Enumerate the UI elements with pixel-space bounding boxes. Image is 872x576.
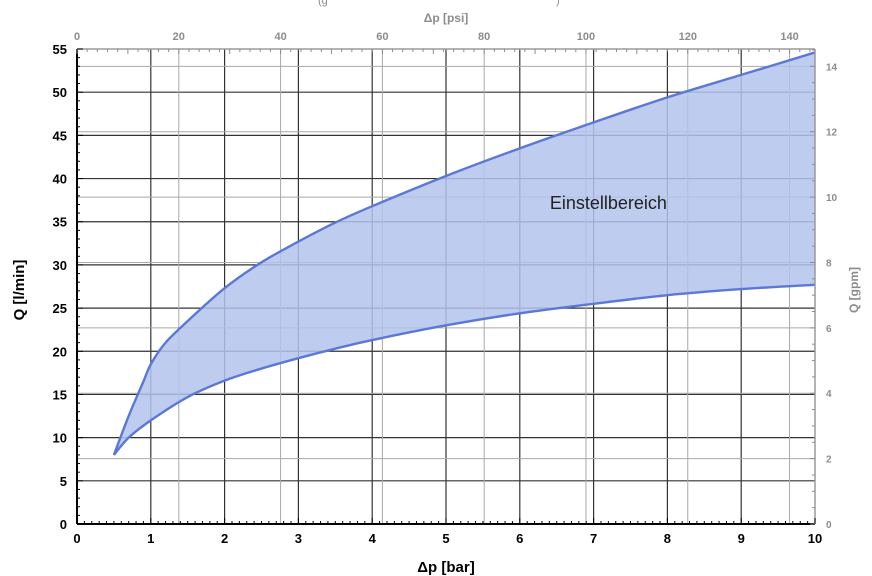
y-left-tick-label: 50 [53, 85, 67, 100]
x-top-tick-label: 80 [478, 31, 490, 43]
x-top-tick-label: 100 [577, 31, 595, 43]
y-left-tick-label: 35 [53, 215, 67, 230]
x-top-tick-label: 140 [780, 31, 798, 43]
y-left-tick-label: 45 [53, 128, 67, 143]
y-right-tick-label: 10 [826, 193, 838, 204]
y-right-tick-label: 8 [826, 258, 832, 269]
x-top-axis-title: Δp [psi] [424, 11, 469, 25]
y-left-tick-label: 10 [53, 431, 67, 446]
y-right-tick-label: 12 [826, 128, 838, 139]
y-right-tick-label: 6 [826, 324, 832, 335]
x-bottom-tick-label: 7 [590, 531, 597, 546]
x-top-tick-label: 0 [74, 31, 80, 43]
x-bottom-tick-label: 3 [295, 531, 302, 546]
upper-limit-curve [112, 51, 816, 456]
lower-limit-curve [112, 283, 816, 456]
x-top-tick-label: 120 [679, 31, 697, 43]
y-left-axis-title: Q [l/min] [11, 260, 28, 321]
y-right-tick-label: 14 [826, 62, 838, 73]
x-top-tick-label: 60 [376, 31, 388, 43]
y-right-tick-label: 2 [826, 455, 832, 466]
y-right-tick-label: 4 [826, 389, 832, 400]
y-left-tick-label: 5 [60, 474, 67, 489]
range-annotation: Einstellbereich [550, 193, 667, 213]
y-left-tick-label: 0 [60, 517, 67, 532]
partial-title-end: ) [556, 0, 560, 7]
x-bottom-axis-title: Δp [bar] [417, 559, 474, 576]
y-right-axis-title: Q [gpm] [847, 267, 861, 313]
y-left-tick-label: 20 [53, 344, 67, 359]
x-bottom-tick-label: 8 [664, 531, 671, 546]
y-left-tick-label: 15 [53, 387, 67, 402]
y-right-tick-label: 0 [826, 520, 832, 531]
x-top-tick-label: 20 [173, 31, 185, 43]
y-left-tick-label: 40 [53, 172, 67, 187]
partial-title-start: (g [318, 0, 328, 7]
x-bottom-tick-label: 2 [221, 531, 228, 546]
y-left-tick-label: 25 [53, 301, 67, 316]
x-bottom-tick-label: 5 [442, 531, 449, 546]
y-left-tick-label: 30 [53, 258, 67, 273]
x-bottom-tick-label: 4 [369, 531, 377, 546]
x-top-tick-label: 40 [274, 31, 286, 43]
x-bottom-tick-label: 10 [808, 531, 822, 546]
range-fill [113, 52, 815, 455]
x-bottom-tick-label: 1 [147, 531, 154, 546]
axis-ticks [76, 48, 816, 525]
x-bottom-tick-label: 6 [516, 531, 523, 546]
x-bottom-tick-label: 0 [73, 531, 80, 546]
x-bottom-tick-label: 9 [738, 531, 745, 546]
range-band [112, 51, 816, 456]
y-left-tick-label: 55 [53, 42, 67, 57]
